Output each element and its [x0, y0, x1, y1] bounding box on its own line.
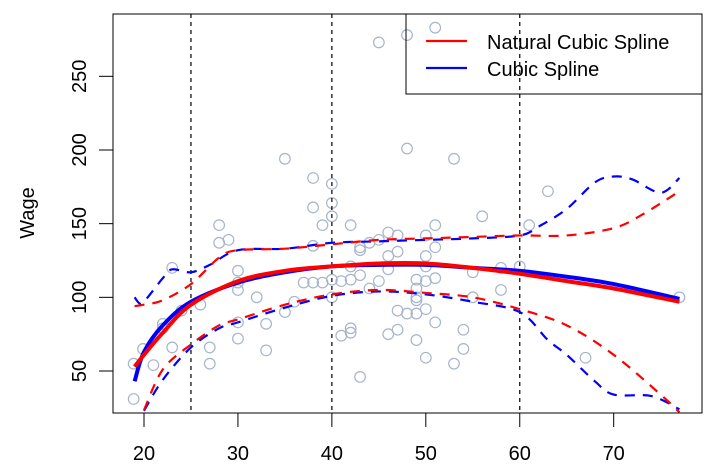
- data-point: [523, 219, 536, 232]
- x-tick-label: 20: [133, 443, 155, 465]
- data-point: [372, 36, 385, 49]
- legend-label-natural-cubic-spline: Natural Cubic Spline: [487, 32, 669, 54]
- data-point: [325, 273, 338, 286]
- data-point: [250, 291, 263, 304]
- data-point: [391, 245, 404, 258]
- data-point: [448, 152, 460, 165]
- data-point: [354, 269, 366, 282]
- cubic-spline-line: [132, 262, 680, 382]
- x-tick-label: 70: [603, 443, 625, 465]
- data-point: [419, 303, 432, 316]
- data-point: [354, 244, 366, 257]
- data-point: [203, 341, 216, 354]
- data-point: [307, 276, 319, 289]
- data-point: [401, 29, 413, 41]
- data-point: [127, 393, 140, 405]
- data-point: [363, 282, 376, 295]
- data-point: [203, 357, 216, 370]
- data-point: [232, 332, 244, 345]
- data-point: [401, 307, 413, 320]
- data-point: [429, 21, 442, 34]
- cubic-spline-lower-band-line: [143, 290, 680, 412]
- data-point: [307, 172, 319, 184]
- data-point: [495, 284, 507, 296]
- data-point: [232, 316, 244, 329]
- data-point: [260, 344, 273, 357]
- data-point: [232, 264, 244, 277]
- data-point: [344, 273, 357, 286]
- data-point: [316, 219, 329, 232]
- legend: Natural Cubic Spline Cubic Spline: [405, 13, 703, 95]
- x-tick-label: 40: [321, 443, 343, 465]
- plot-frame: [112, 13, 703, 414]
- data-point: [391, 323, 404, 336]
- data-point: [166, 341, 179, 354]
- data-point: [457, 343, 470, 355]
- data-point: [457, 323, 470, 336]
- data-point: [410, 334, 423, 346]
- y-tick-label: 200: [69, 133, 91, 166]
- spline-curves: [132, 175, 681, 414]
- data-point: [579, 351, 592, 364]
- data-point: [344, 322, 357, 335]
- legend-box: [405, 13, 703, 95]
- data-point: [429, 219, 442, 232]
- data-point: [213, 219, 226, 232]
- x-tick-label: 30: [227, 443, 249, 465]
- x-tick-label: 60: [509, 443, 531, 465]
- legend-label-cubic-spline: Cubic Spline: [487, 59, 599, 81]
- y-tick-label: 150: [69, 207, 91, 240]
- data-point: [325, 177, 338, 190]
- data-point: [429, 316, 442, 329]
- data-point: [325, 210, 338, 223]
- data-point: [410, 273, 423, 286]
- data-point: [335, 275, 348, 288]
- y-tick-label: 250: [69, 60, 91, 93]
- data-point: [382, 328, 395, 341]
- data-point: [476, 210, 489, 223]
- data-point: [297, 276, 310, 289]
- data-point: [166, 261, 179, 274]
- x-tick-label: 50: [415, 443, 437, 465]
- data-point: [429, 272, 442, 285]
- data-point: [448, 357, 460, 370]
- data-point: [344, 219, 357, 232]
- data-point: [410, 291, 423, 304]
- data-point: [354, 371, 366, 383]
- knot-lines: [190, 14, 521, 413]
- data-point: [260, 317, 273, 330]
- data-point: [429, 241, 442, 254]
- data-point: [232, 284, 244, 296]
- y-tick-label: 100: [69, 281, 91, 314]
- data-point: [419, 351, 432, 364]
- y-tick-label: 50: [69, 360, 91, 382]
- y-axis: 50 100 150 200 250: [69, 60, 113, 382]
- y-axis-label: Wage: [17, 187, 39, 239]
- data-point: [401, 142, 413, 155]
- data-point: [410, 307, 423, 320]
- x-axis: 20 30 40 50 60 70: [133, 413, 625, 465]
- natural-cubic-spline-line: [133, 260, 680, 368]
- data-point: [410, 294, 423, 307]
- data-point: [147, 359, 160, 372]
- data-point: [419, 250, 432, 262]
- data-point: [419, 229, 432, 242]
- data-point: [542, 185, 554, 198]
- scatter-points: [127, 21, 686, 405]
- data-point: [344, 326, 357, 339]
- natural-cubic-spline-lower-band-line: [142, 288, 681, 414]
- data-point: [222, 233, 235, 246]
- natural-cubic-spline-upper-band-line: [134, 190, 681, 308]
- data-point: [372, 275, 385, 288]
- data-point: [279, 152, 291, 165]
- data-point: [307, 201, 319, 214]
